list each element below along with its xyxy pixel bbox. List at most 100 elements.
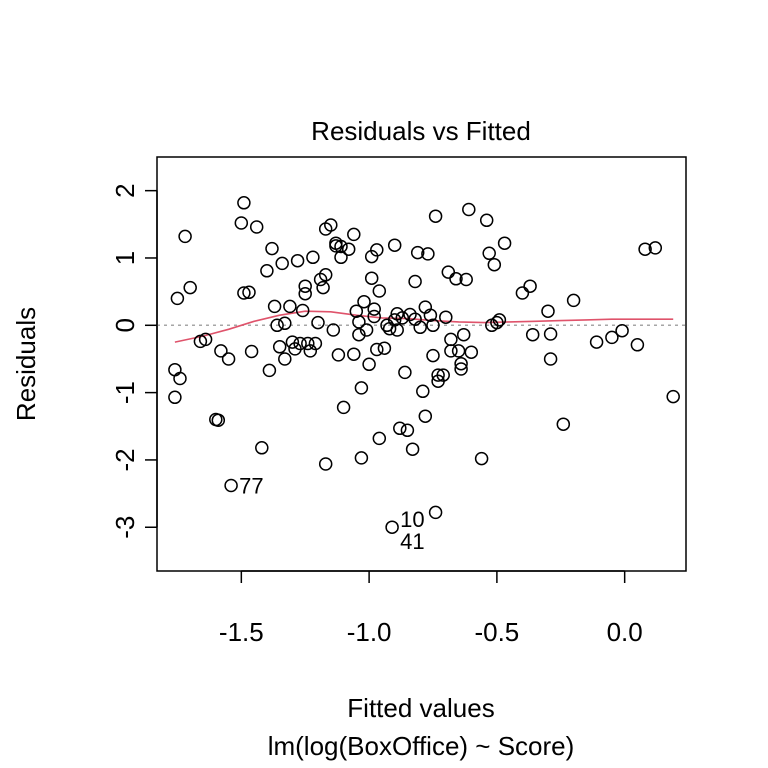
data-point: [428, 505, 443, 520]
y-tick-label: 0: [110, 318, 140, 332]
data-point: [234, 216, 249, 230]
data-point: [459, 272, 473, 287]
data-point: [638, 242, 652, 256]
data-point: [439, 310, 453, 324]
data-point: [352, 327, 366, 342]
data-point: [370, 342, 384, 357]
data-point: [462, 202, 476, 217]
x-axis: -1.5 -1.0 -0.5 0.0: [219, 570, 643, 647]
data-point: [482, 246, 496, 261]
data-point: [211, 413, 226, 427]
data-point: [244, 344, 259, 359]
data-point: [556, 417, 571, 431]
data-point: [372, 431, 387, 446]
data-point: [454, 362, 468, 376]
y-tick-label: 2: [110, 183, 140, 197]
data-point: [370, 243, 384, 257]
data-point: [242, 285, 256, 300]
data-point: [357, 294, 371, 309]
data-point: [318, 457, 333, 471]
y-tick-label: -1: [110, 381, 140, 404]
data-point: [390, 323, 404, 337]
data-point: [249, 220, 264, 234]
data-point: [400, 423, 415, 438]
data-point: [543, 352, 558, 366]
data-point: [262, 363, 277, 378]
data-point: [272, 340, 287, 354]
data-point: [347, 347, 361, 361]
data-point: [283, 299, 297, 314]
chart-title: Residuals vs Fitted: [311, 116, 531, 146]
y-axis: -3 -2 -1 0 1 2: [110, 183, 158, 539]
data-point: [170, 291, 185, 306]
data-point: [306, 250, 320, 265]
data-point: [413, 320, 427, 335]
data-point: [648, 241, 663, 255]
data-point: [324, 218, 338, 232]
residual-points: [168, 196, 680, 534]
data-point: [487, 257, 502, 272]
data-point: [255, 441, 269, 455]
data-point: [421, 247, 435, 261]
data-point: [367, 309, 381, 324]
data-point: [615, 323, 629, 338]
data-point: [454, 356, 468, 371]
outlier-label: 41: [400, 529, 424, 554]
data-point: [367, 302, 381, 316]
data-point: [178, 229, 192, 244]
x-tick-label: -0.5: [474, 617, 519, 647]
y-tick-label: -3: [110, 516, 140, 539]
data-point: [492, 313, 507, 327]
data-point: [387, 238, 402, 252]
smooth-trend-line: [174, 310, 674, 343]
outlier-label: 77: [239, 474, 263, 499]
data-point: [385, 520, 399, 534]
data-point: [566, 293, 581, 308]
data-point: [523, 279, 537, 293]
data-point: [426, 348, 440, 363]
data-point: [456, 327, 471, 342]
data-point: [275, 256, 289, 271]
data-point: [237, 196, 251, 210]
data-point: [543, 327, 558, 341]
data-point: [474, 451, 489, 466]
data-point: [490, 315, 504, 330]
data-point: [359, 323, 374, 337]
data-point: [285, 335, 300, 349]
y-axis-label: Residuals: [11, 307, 41, 421]
data-point: [525, 327, 540, 342]
data-point: [364, 271, 379, 285]
x-tick-label: -1.5: [219, 617, 264, 647]
data-point: [326, 323, 341, 337]
data-point: [224, 478, 238, 493]
data-point: [311, 315, 325, 330]
data-point: [605, 330, 619, 345]
data-point: [630, 338, 645, 352]
data-point: [267, 299, 282, 314]
data-point: [301, 336, 315, 351]
data-point: [354, 451, 369, 465]
data-point: [173, 371, 187, 386]
data-point: [418, 409, 433, 423]
data-point: [364, 249, 379, 264]
x-tick-label: 0.0: [607, 617, 643, 647]
data-point: [260, 264, 274, 278]
data-point: [354, 381, 369, 395]
data-point: [423, 308, 438, 322]
data-point: [347, 227, 361, 242]
data-point: [395, 311, 410, 325]
data-point: [589, 335, 604, 349]
data-point: [221, 352, 236, 366]
data-point: [278, 352, 292, 366]
data-point: [431, 368, 445, 382]
data-point: [237, 286, 251, 300]
data-point: [398, 365, 412, 380]
data-point: [428, 209, 443, 223]
x-axis-label: Fitted values: [347, 693, 494, 723]
data-point: [278, 316, 292, 331]
data-point: [410, 245, 425, 260]
data-point: [295, 303, 310, 318]
data-point: [479, 213, 494, 228]
